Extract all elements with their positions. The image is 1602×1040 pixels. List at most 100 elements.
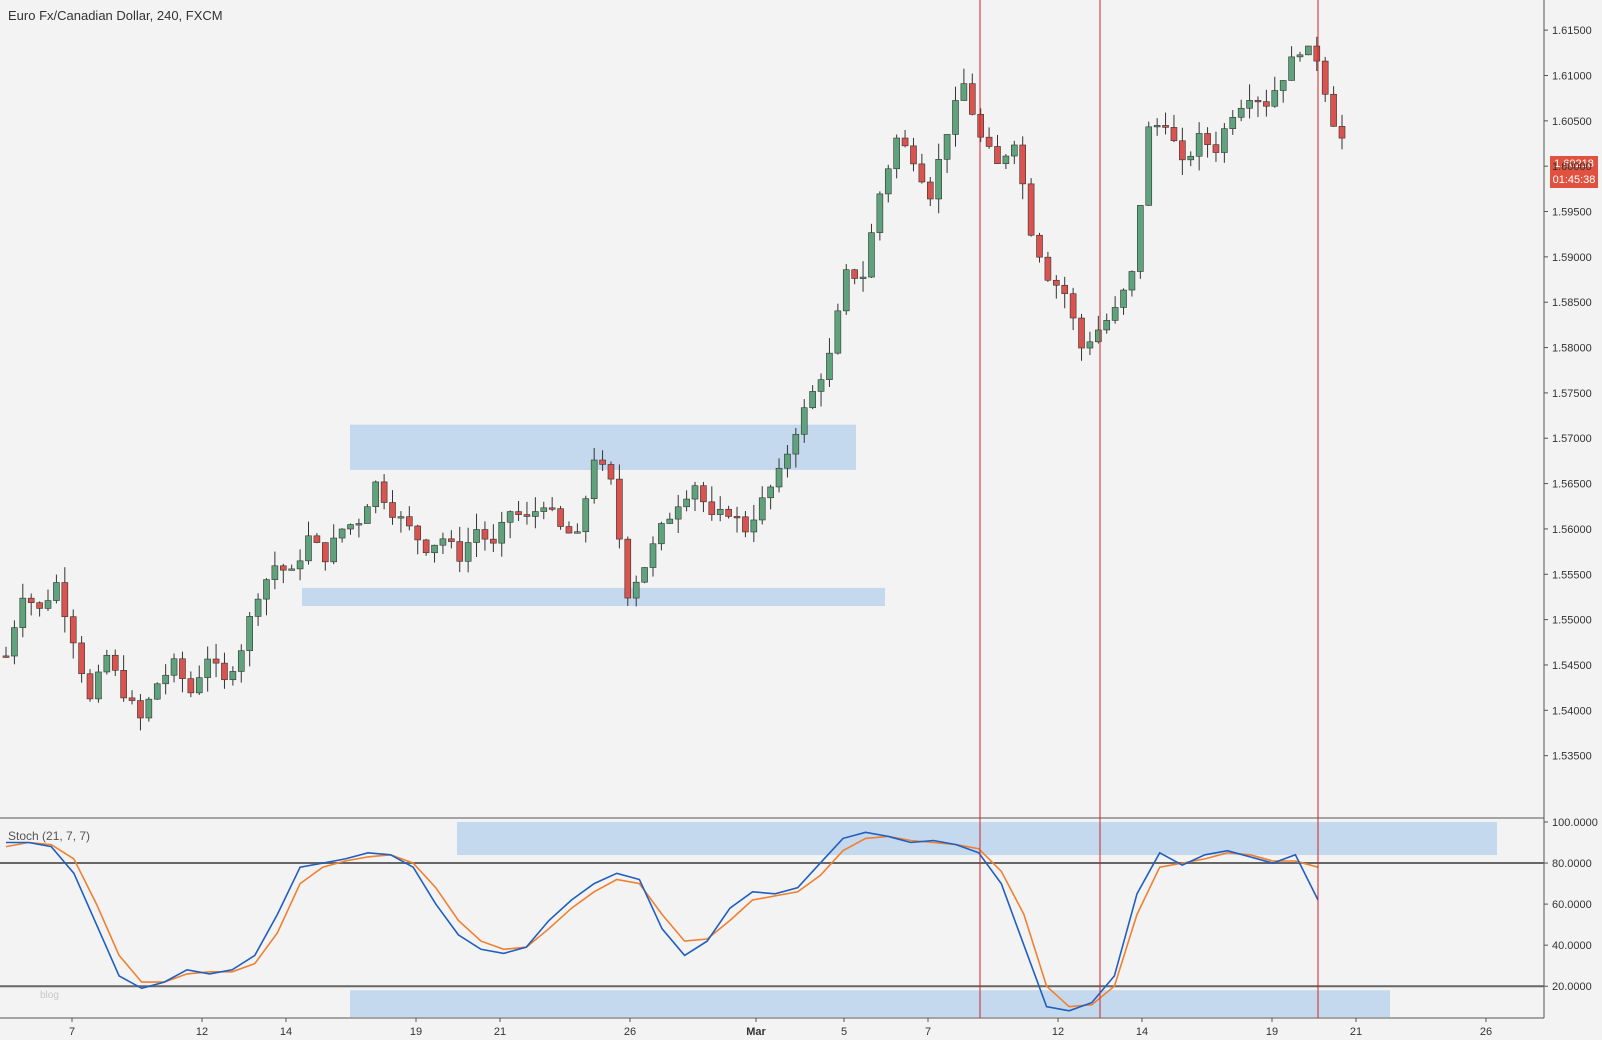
candle-body — [145, 698, 153, 719]
candle-body — [170, 658, 178, 676]
candle-body — [1221, 128, 1228, 153]
candle-body — [1288, 56, 1295, 81]
time-tick-label: 19 — [410, 1026, 422, 1038]
candle-body — [1002, 155, 1010, 165]
candle-body — [691, 485, 699, 500]
candle-body — [893, 137, 900, 170]
candle-body — [120, 670, 127, 699]
price-tick-label: 1.61000 — [1552, 70, 1592, 82]
time-tick-label: Mar — [746, 1026, 766, 1038]
candle-body — [1187, 155, 1195, 161]
candle-body — [1338, 126, 1346, 139]
candle-body — [943, 134, 951, 160]
candle-body — [1313, 45, 1321, 62]
candle-body — [1330, 93, 1337, 127]
price-tick-label: 1.57000 — [1552, 433, 1592, 445]
candle-body — [1120, 289, 1127, 308]
candle-body — [11, 627, 18, 657]
candle-body — [1103, 320, 1111, 331]
price-tick-label: 1.54000 — [1552, 705, 1592, 717]
candle-body — [78, 642, 85, 675]
candle-body — [1170, 127, 1178, 142]
candle-body — [708, 501, 716, 515]
candle-body — [716, 508, 724, 515]
stochastic-label: Stoch (21, 7, 7) — [8, 829, 91, 843]
candle-body — [1044, 256, 1052, 281]
candle-body — [952, 100, 959, 135]
candle-body — [61, 582, 69, 617]
candle-body — [1078, 317, 1085, 349]
stoch-k-line — [6, 831, 1319, 1012]
candle-body — [817, 379, 825, 392]
candle-body — [380, 481, 388, 503]
candle-body — [19, 597, 27, 628]
candle-body — [27, 597, 35, 603]
candle-body — [338, 528, 346, 539]
price-tick-label: 1.58500 — [1552, 297, 1592, 309]
candle-body — [212, 658, 220, 664]
candle-body — [624, 538, 632, 599]
candle-body — [1179, 140, 1186, 161]
time-tick-label: 5 — [841, 1026, 847, 1038]
candle-body — [254, 598, 262, 617]
candle-body — [347, 524, 354, 530]
candle-body — [607, 464, 615, 480]
time-tick-label: 26 — [1480, 1026, 1492, 1038]
candle-body — [86, 673, 94, 700]
bar-countdown-badge: 01:45:38 — [1550, 172, 1598, 188]
candle-body — [229, 671, 237, 681]
time-tick-label: 26 — [624, 1026, 636, 1038]
candle-body — [464, 542, 472, 562]
candle-body — [1095, 329, 1102, 343]
candle-body — [632, 581, 640, 599]
price-tick-label: 1.56000 — [1552, 524, 1592, 536]
time-tick-label: 14 — [1136, 1026, 1148, 1038]
candle-body — [128, 697, 136, 701]
candle-body — [910, 145, 917, 165]
candle-body — [565, 526, 573, 534]
candle-body — [523, 514, 531, 517]
candle-body — [590, 459, 598, 499]
candle-body — [674, 506, 682, 520]
candle-body — [641, 567, 648, 583]
candle-body — [1263, 101, 1270, 107]
time-tick-label: 12 — [196, 1026, 208, 1038]
candle-body — [658, 523, 665, 545]
candle-body — [498, 521, 506, 544]
candle-body — [918, 163, 926, 183]
candle-body — [237, 650, 245, 672]
candle-body — [162, 674, 169, 685]
candle-body — [700, 485, 707, 503]
candle-body — [767, 486, 774, 499]
candle-body — [187, 678, 195, 694]
candle-body — [1061, 284, 1069, 294]
candle-body — [490, 538, 497, 544]
candle-body — [1128, 271, 1136, 291]
candle-body — [1027, 183, 1035, 236]
candle-body — [414, 525, 422, 541]
candle-body — [263, 579, 270, 600]
candle-body — [246, 616, 253, 652]
candle-body — [574, 531, 581, 534]
candle-body — [515, 511, 522, 515]
price-tick-label: 1.55500 — [1552, 569, 1592, 581]
candle-body — [195, 677, 203, 694]
candle-body — [968, 83, 976, 115]
candle-body — [876, 193, 884, 233]
candle-body — [842, 269, 850, 312]
candle-body — [742, 516, 749, 533]
candle-body — [926, 181, 934, 200]
price-tick-label: 1.57500 — [1552, 388, 1592, 400]
candle-body — [372, 481, 380, 507]
price-tick-label: 1.54500 — [1552, 660, 1592, 672]
stoch-tick-label: 80.0000 — [1552, 858, 1592, 870]
candle-body — [95, 671, 102, 700]
candle-body — [1246, 100, 1253, 109]
candle-body — [389, 502, 396, 518]
time-tick-label: 21 — [494, 1026, 506, 1038]
price-tick-label: 1.55000 — [1552, 615, 1592, 627]
candle-body — [456, 541, 464, 562]
candle-body — [616, 478, 623, 540]
candle-body — [1011, 144, 1018, 157]
